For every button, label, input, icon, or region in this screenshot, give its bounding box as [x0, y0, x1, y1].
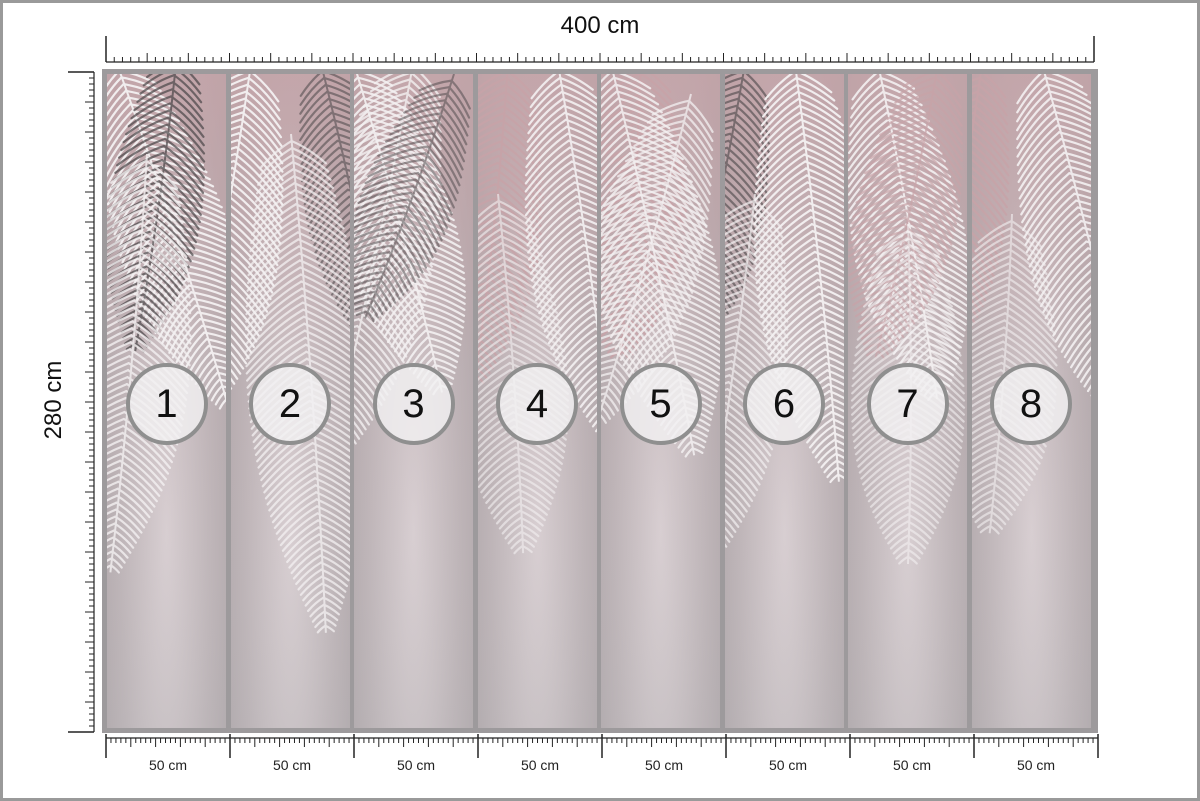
- panel-number-badge: 3: [372, 363, 455, 445]
- palm-fronds-artwork: [601, 74, 720, 728]
- panel-number-badge: 4: [496, 363, 578, 445]
- panel-width-label: 50 cm: [768, 757, 808, 773]
- panel-width-label: 50 cm: [1016, 757, 1056, 773]
- total-width-label: 400 cm: [560, 12, 640, 39]
- wallpaper-panel: 5: [601, 74, 720, 728]
- top-ruler: [105, 36, 1095, 63]
- panel-width-label: 50 cm: [396, 757, 436, 773]
- panel-width-label: 50 cm: [644, 757, 684, 773]
- wallpaper-panel: 1: [107, 74, 226, 728]
- wallpaper-panel: 2: [230, 74, 350, 728]
- wallpaper-panel: 3: [354, 74, 473, 728]
- panel-width-label: 50 cm: [148, 757, 188, 773]
- wallpaper-panel: 6: [724, 74, 844, 728]
- panel-number-badge: 1: [125, 363, 208, 445]
- wallpaper-panel: 8: [971, 74, 1091, 728]
- wallpaper-panel: 7: [848, 74, 967, 728]
- panel-number-badge: 6: [743, 363, 825, 445]
- panel-number-badge: 7: [866, 363, 949, 445]
- wallpaper-panel: 4: [477, 74, 597, 728]
- panel-width-label: 50 cm: [892, 757, 932, 773]
- panel-number-badge: 2: [249, 363, 331, 445]
- panel-number-badge: 5: [619, 363, 702, 445]
- panel-width-label: 50 cm: [272, 757, 312, 773]
- left-ruler: [68, 71, 95, 733]
- panel-width-label: 50 cm: [520, 757, 560, 773]
- panel-number-badge: 8: [990, 363, 1072, 445]
